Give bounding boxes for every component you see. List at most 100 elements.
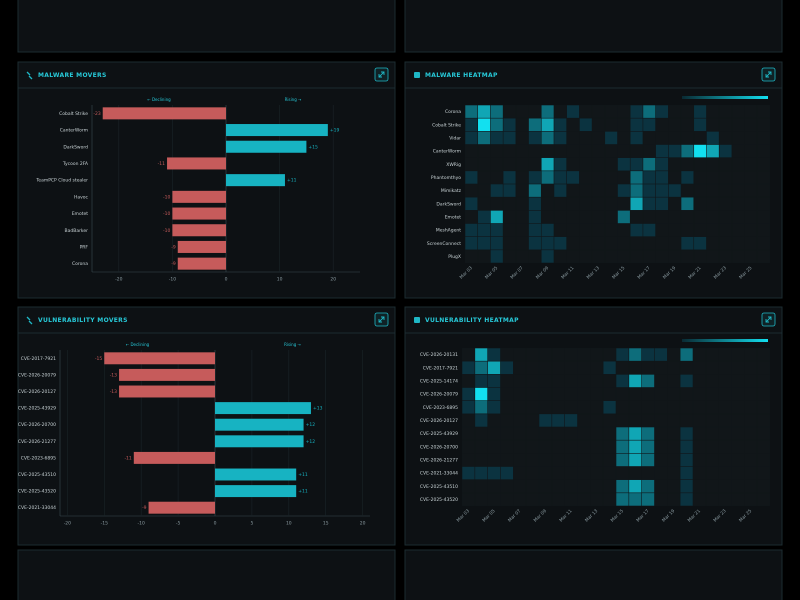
heat-cell <box>577 493 591 506</box>
category-label: Emotet <box>72 211 89 217</box>
heat-cell <box>732 105 745 118</box>
heat-cell <box>539 493 552 506</box>
heat-cell <box>541 157 554 171</box>
heat-cell <box>706 348 719 361</box>
heat-cell <box>528 197 541 211</box>
heat-cell <box>503 250 516 263</box>
heat-cell <box>552 414 565 427</box>
bar <box>226 140 307 153</box>
heat-cell <box>616 414 629 427</box>
heat-cell <box>731 440 745 454</box>
heat-cell <box>744 493 757 506</box>
heat-cell <box>592 184 605 197</box>
heat-cell <box>577 374 591 388</box>
heat-cell <box>513 493 526 506</box>
heat-cell <box>718 348 732 361</box>
heat-cell <box>592 171 605 184</box>
heat-cell <box>590 453 603 467</box>
heat-cell <box>592 144 605 158</box>
heat-cell <box>603 466 616 480</box>
heat-cell <box>564 466 578 480</box>
heat-cell <box>667 387 680 401</box>
heat-cell <box>668 171 681 184</box>
x-tick-label: 20 <box>330 277 336 283</box>
heat-cell <box>487 466 501 480</box>
heat-cell <box>641 400 655 414</box>
heat-cell <box>617 171 630 184</box>
heat-cell <box>490 210 503 224</box>
heat-cell <box>579 131 592 145</box>
heat-cell <box>554 144 567 158</box>
heat-cell <box>462 440 475 454</box>
heat-cell <box>693 400 706 414</box>
heat-cell <box>718 493 732 506</box>
row-label: CVE-2026-21277 <box>420 457 458 463</box>
heat-cell <box>681 236 694 250</box>
heat-cell <box>503 197 516 211</box>
heat-cell <box>757 414 770 427</box>
heat-cell <box>719 131 732 145</box>
bar <box>119 385 215 398</box>
heat-cell <box>668 144 681 158</box>
heat-cell <box>667 400 680 414</box>
heat-cell <box>539 374 552 388</box>
heat-cell <box>465 171 478 184</box>
heat-cell <box>706 453 719 467</box>
panels: MALWARE MOVERS -20 -10 0 10 20 ← Declining Risi… <box>17 61 783 546</box>
heat-cell <box>592 250 605 263</box>
heat-cell <box>579 184 592 197</box>
heat-cell <box>487 387 501 401</box>
heat-cell <box>718 361 732 375</box>
heat-cell <box>629 493 642 506</box>
heat-cell <box>616 374 629 388</box>
heat-cell <box>680 479 693 493</box>
heat-cell <box>693 387 706 401</box>
heat-cell <box>668 210 681 224</box>
heat-cell <box>732 131 745 145</box>
row-label: CVE-2026-20700 <box>420 444 458 450</box>
heat-cell <box>719 210 732 224</box>
heat-cell <box>603 374 616 388</box>
panel-icon <box>26 71 33 80</box>
heat-cell <box>516 210 529 224</box>
heat-cell <box>566 131 580 145</box>
heat-cell <box>655 171 669 184</box>
heat-cell <box>667 414 680 427</box>
bar <box>177 240 226 253</box>
heat-cell <box>526 361 539 375</box>
heat-cell <box>605 131 618 145</box>
heat-cell <box>487 361 501 375</box>
heat-cell <box>590 479 603 493</box>
heat-cell <box>732 118 745 132</box>
heat-cell <box>654 361 668 375</box>
heat-cell <box>516 118 529 132</box>
heat-cell <box>731 348 745 361</box>
heat-cell <box>693 374 706 388</box>
category-label: CVE-2026-20127 <box>18 389 56 395</box>
heat-cell <box>641 493 655 506</box>
heat-cell <box>654 453 668 467</box>
heat-cell <box>590 348 603 361</box>
heat-cell <box>744 440 757 454</box>
category-label: CVE-2026-20079 <box>18 372 56 378</box>
heat-cell <box>513 361 526 375</box>
heat-cell <box>654 440 668 454</box>
heat-cell <box>629 440 642 454</box>
heat-cell <box>706 387 719 401</box>
heat-cell <box>500 466 514 480</box>
row-label: Emotet <box>445 214 462 220</box>
heat-cell <box>564 493 578 506</box>
heat-cell <box>693 440 706 454</box>
bar <box>119 368 215 381</box>
heat-cell <box>757 184 770 197</box>
heat-cell <box>693 361 706 375</box>
heat-cell <box>643 197 656 211</box>
heat-cell <box>579 144 592 158</box>
heat-cell <box>680 466 693 480</box>
heat-cell <box>554 197 567 211</box>
heat-cell <box>541 197 554 211</box>
heat-cell <box>757 144 770 158</box>
heat-cell <box>528 250 541 263</box>
heat-cell <box>744 361 757 375</box>
heat-cell <box>541 210 554 224</box>
